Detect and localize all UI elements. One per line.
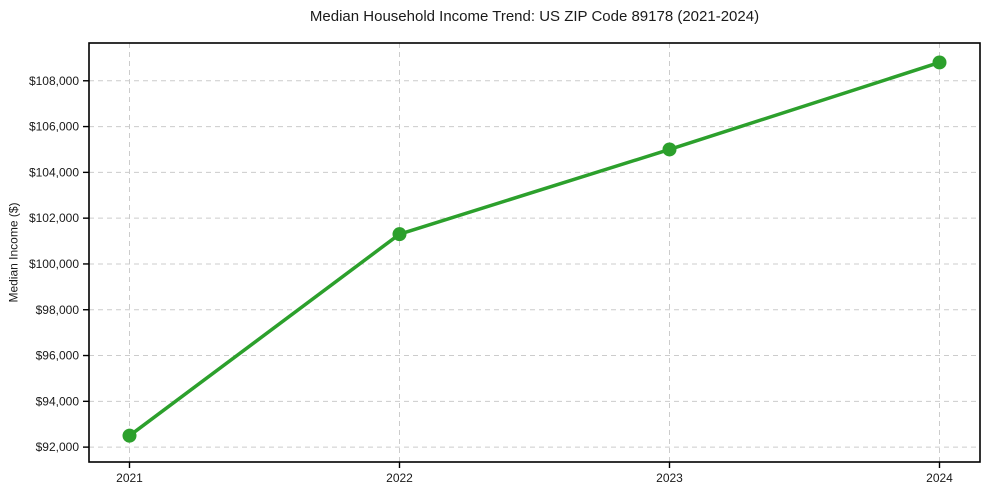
chart-title: Median Household Income Trend: US ZIP Co… [309,8,760,25]
y-tick-label: $102,000 [29,211,79,225]
data-point-2022 [392,227,407,242]
y-tick-label: $100,000 [29,257,79,271]
data-point-2024 [932,55,947,70]
x-tick-label: 2024 [926,471,953,485]
series-line [127,60,942,438]
y-tick-label: $108,000 [29,74,79,88]
data-point-2021 [122,428,137,443]
data-point-2023 [662,142,677,157]
x-tick-label: 2023 [656,471,683,485]
plot-border [88,42,981,463]
y-tick-label: $96,000 [36,349,80,363]
x-tick-label: 2021 [116,471,143,485]
y-tick-label: $98,000 [36,303,80,317]
y-tick-label: $106,000 [29,120,79,134]
x-tick-label: 2022 [386,471,413,485]
y-tick-label: $92,000 [36,440,80,454]
y-tick-label: $104,000 [29,165,79,179]
y-tick-label: $94,000 [36,394,80,408]
